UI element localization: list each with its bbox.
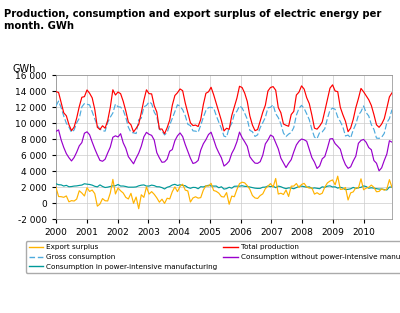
Text: Production, consumption and export surplus of electric energy per
month. GWh: Production, consumption and export surpl… bbox=[4, 9, 381, 31]
Text: GWh: GWh bbox=[12, 64, 36, 74]
Legend: Export surplus, Gross consumption, Consumption in power-intensive manufacturing,: Export surplus, Gross consumption, Consu… bbox=[26, 241, 400, 273]
